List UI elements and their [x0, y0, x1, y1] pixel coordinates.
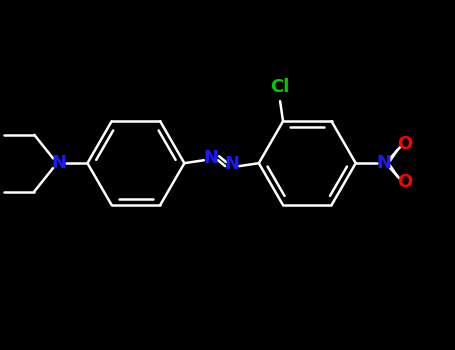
- Text: N: N: [225, 155, 240, 173]
- Text: O: O: [397, 135, 412, 153]
- Text: Cl: Cl: [270, 78, 290, 96]
- Text: N: N: [377, 154, 392, 172]
- Text: N: N: [51, 154, 66, 172]
- Text: N: N: [203, 149, 218, 167]
- Text: O: O: [397, 173, 412, 191]
